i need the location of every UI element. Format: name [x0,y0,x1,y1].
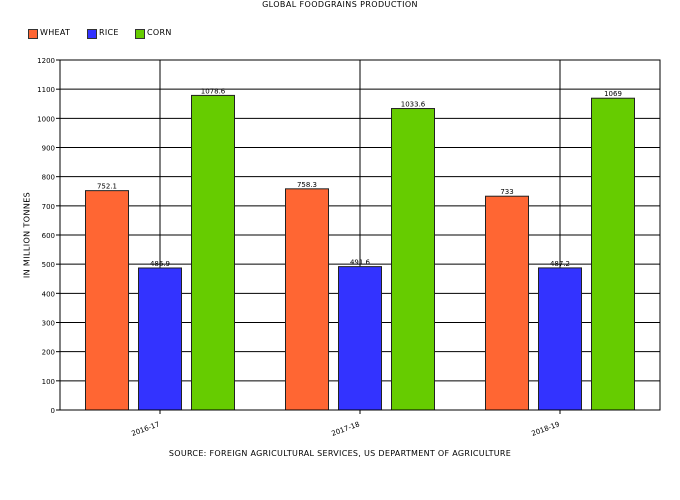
bar-wheat-2016-17 [85,190,129,411]
bar-corn-2018-19 [591,97,635,411]
y-tick-label: 0 [51,407,55,415]
y-tick-label: 500 [42,261,55,269]
legend-swatch-wheat [28,29,38,39]
bar-value-label: 487.2 [550,260,570,268]
y-tick-label: 200 [42,349,55,357]
legend-label-wheat: Wheat [40,28,71,37]
x-tick-label: 2016-17 [130,420,160,438]
bar-value-label: 1069 [604,90,622,98]
bar-corn-2016-17 [191,94,235,411]
bar-value-label: 758.3 [297,181,317,189]
y-tick-label: 1200 [37,57,55,65]
bar-value-label: 486.9 [150,260,170,268]
bar-value-label: 1078.6 [201,87,226,95]
y-tick-label: 700 [42,203,55,211]
x-tick-label: 2017-18 [330,420,360,438]
y-tick-label: 300 [42,320,55,328]
bar-value-label: 752.1 [97,183,117,191]
bar-rice-2016-17 [138,267,182,411]
y-tick-label: 400 [42,290,55,298]
legend-swatch-rice [87,29,97,39]
y-tick-label: 800 [42,174,55,182]
y-tick-label: 900 [42,145,55,153]
bar-corn-2017-18 [391,108,435,411]
bar-wheat-2017-18 [285,188,329,411]
x-tick-label: 2018-19 [530,420,560,438]
y-tick-label: 1000 [37,115,55,123]
chart-source-note: Source: Foreign Agricultural Services, U… [168,449,512,458]
legend-label-rice: Rice [99,28,119,37]
bar-value-label: 733 [500,188,513,196]
bar-rice-2017-18 [338,266,382,411]
bar-value-label: 1033.6 [401,101,426,109]
chart-title: Global Foodgrains Production [262,0,418,9]
y-tick-label: 1100 [37,86,55,94]
bar-rice-2018-19 [538,267,582,411]
y-tick-label: 600 [42,232,55,240]
y-tick-label: 100 [42,378,55,386]
bar-value-label: 491.6 [350,259,371,267]
plot-area-border [59,59,661,411]
legend-label-corn: Corn [147,28,172,37]
legend-swatch-corn [135,29,145,39]
bar-wheat-2018-19 [485,195,529,411]
